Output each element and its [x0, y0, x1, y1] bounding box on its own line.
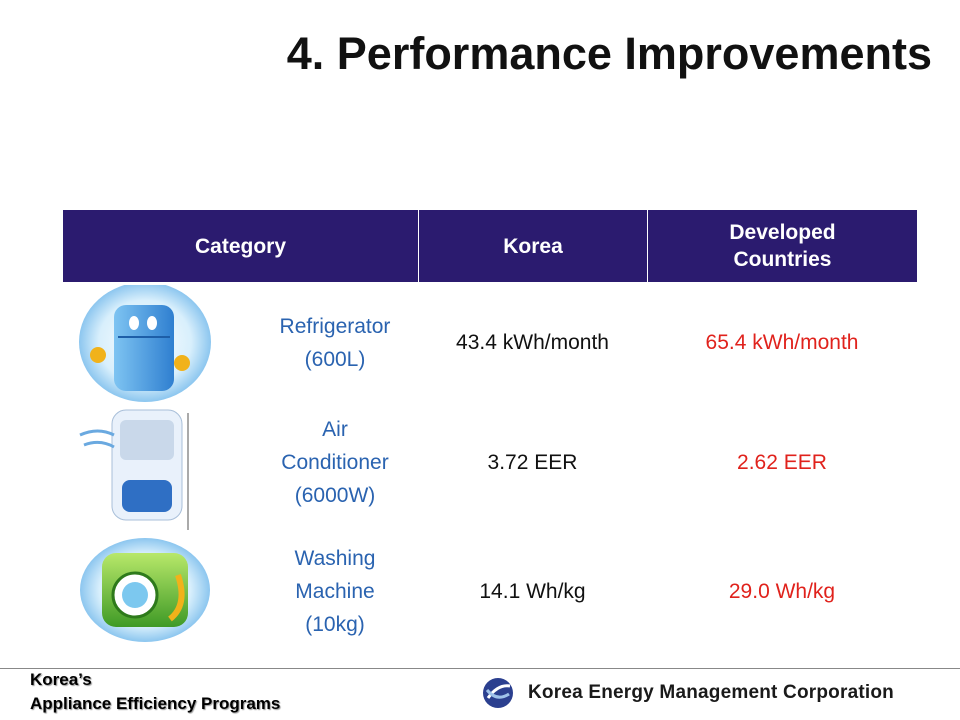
divider	[418, 210, 419, 282]
column-header: Developed Countries	[729, 221, 836, 271]
developed-value: 65.4 kWh/month	[705, 331, 859, 354]
illustrations	[79, 285, 211, 642]
category: Air Conditioner (6000W)	[281, 418, 389, 507]
category: Refrigerator (600L)	[279, 314, 391, 371]
organization: Korea Energy Management Corporation	[528, 682, 894, 703]
category: Washing Machine (10kg)	[294, 546, 376, 636]
divider	[647, 210, 648, 282]
footer-text: Appliance Efficiency Programs	[30, 694, 281, 713]
column-header: Category	[194, 234, 287, 258]
logo	[483, 678, 513, 708]
korea-value: 43.4 kWh/month	[456, 331, 609, 354]
column-header: Korea	[503, 234, 563, 258]
developed-value: 29.0 Wh/kg	[728, 579, 836, 603]
footer-rule	[0, 668, 960, 669]
table-header: Category Korea Developed Countries	[63, 210, 917, 282]
slide-title: 4. Performance Improvements	[286, 28, 932, 79]
korea-value: 14.1 Wh/kg	[479, 579, 586, 603]
developed-value: 2.62 EER	[737, 451, 827, 474]
korea-value: 3.72 EER	[487, 451, 578, 474]
footer-text: Korea’s	[30, 670, 92, 689]
fridge	[114, 305, 174, 391]
